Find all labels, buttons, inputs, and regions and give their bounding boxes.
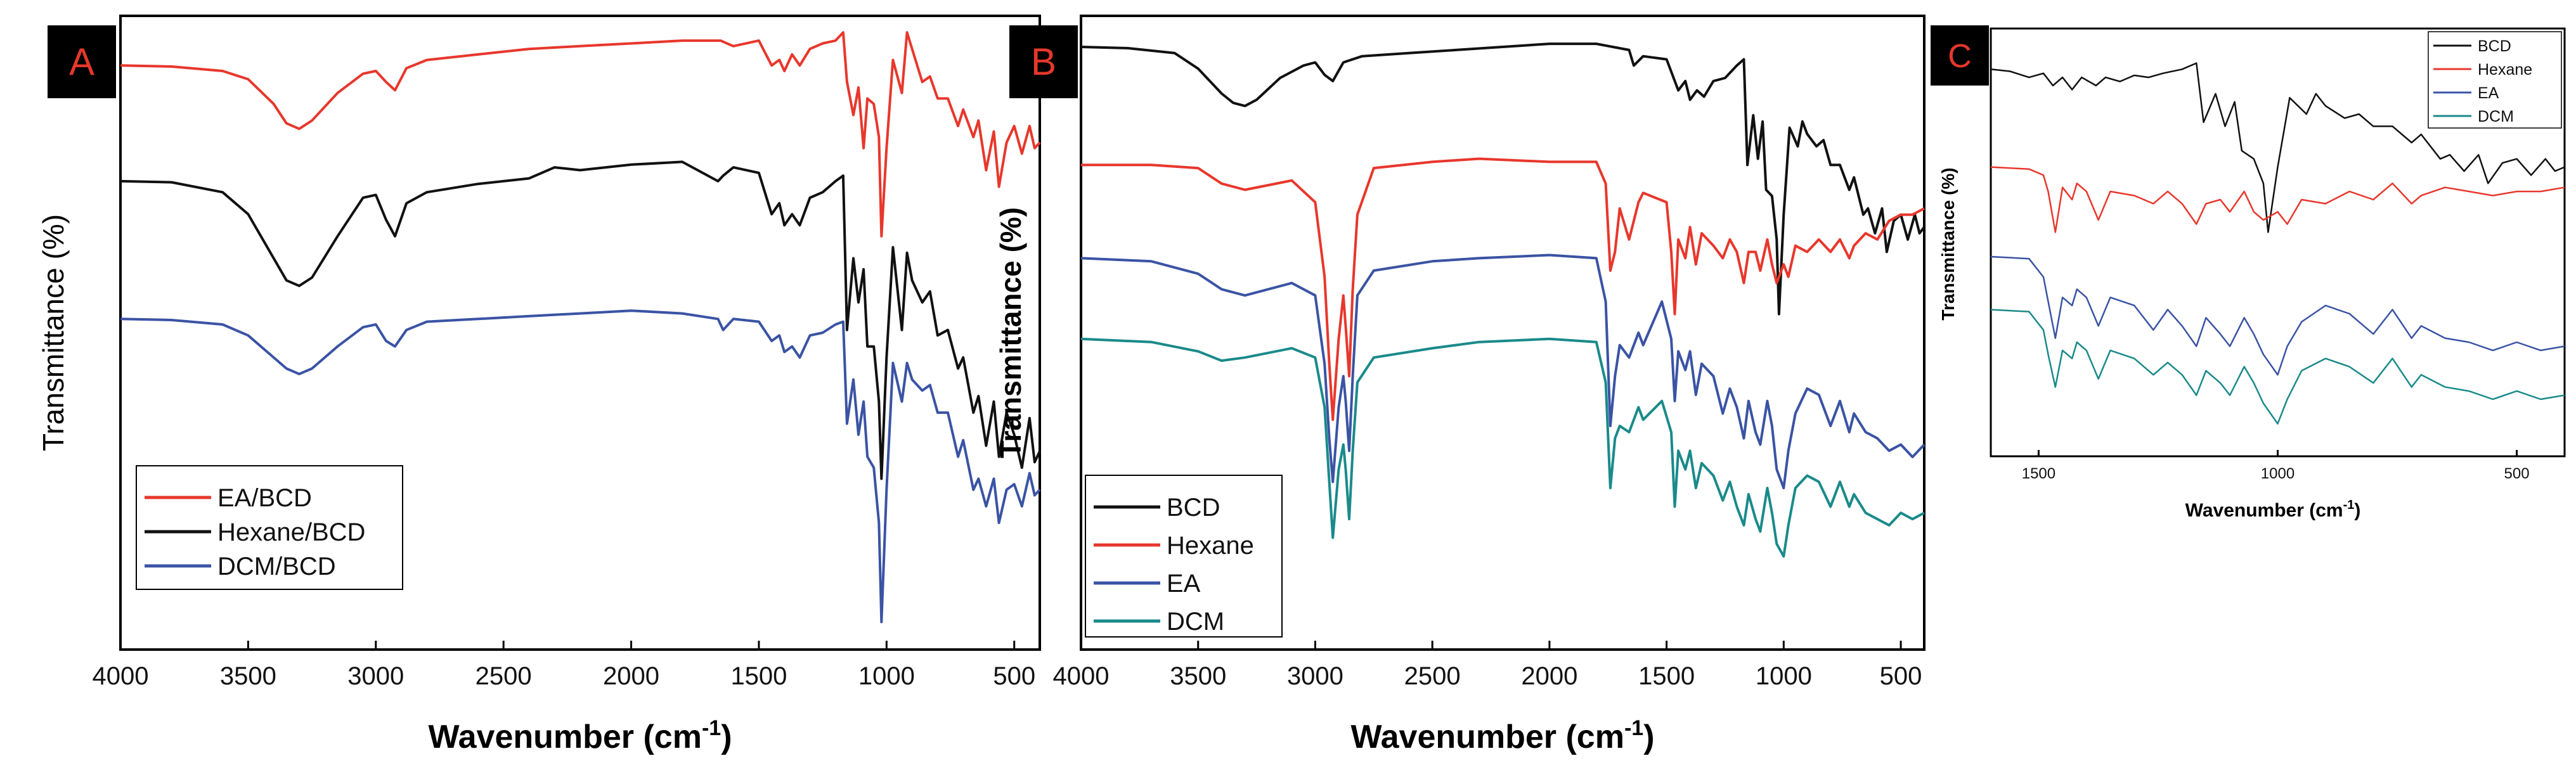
panel-c-series-hexane: [1990, 166, 2565, 233]
panel-c-series: [1990, 62, 2565, 425]
panel-c-legend-entries: BCD Hexane EA DCM: [2433, 37, 2532, 125]
panel-b-legend-label-hexane: Hexane: [1167, 532, 1254, 560]
panel-b-x-tick-label-4000: 4000: [1053, 662, 1110, 690]
panel-b-x-tick-label-2500: 2500: [1404, 662, 1461, 690]
panel-c-legend-label-ea: EA: [2478, 84, 2499, 102]
panel-a-y-axis-label: Transmittance (%): [37, 214, 70, 451]
panel-b-legend-label-ea: EA: [1167, 570, 1201, 598]
panel-a-series-ea-bcd: [120, 31, 1041, 238]
panel-a: A 4000 3500 3000 2500 2000 1500 1000 500 Wavenu…: [37, 15, 1041, 755]
panel-a-series: [120, 31, 1041, 624]
panel-b: B 4000 3500 3000 2500 2000 1500 1000 500 Wavenu…: [994, 15, 1926, 755]
panel-b-x-ticks: 4000 3500 3000 2500 2000 1500 1000 500: [1053, 641, 1922, 690]
panel-c-series-dcm: [1990, 309, 2565, 425]
panel-b-legend: BCD Hexane EA DCM: [1085, 475, 1283, 638]
panel-b-x-tick-label-1000: 1000: [1756, 662, 1812, 690]
panel-b-x-tick-label-3000: 3000: [1287, 662, 1343, 690]
panel-c-legend: BCD Hexane EA DCM: [2428, 31, 2562, 129]
panel-c-label-box: [1931, 25, 1989, 86]
panel-b-legend-entries: BCD Hexane EA DCM: [1094, 494, 1254, 636]
panel-c-legend-label-bcd: BCD: [2478, 37, 2511, 55]
panel-a-x-tick-label-3000: 3000: [347, 662, 404, 690]
panel-b-series: [1080, 42, 1926, 558]
panel-c-y-axis-label: Transmittance (%): [1938, 167, 1958, 320]
panel-c-label: C: [1948, 38, 1972, 75]
panel-a-legend-entries: EA/BCD Hexane/BCD DCM/BCD: [145, 484, 365, 580]
panel-a-frame: [119, 15, 1041, 651]
panel-b-series-hexane: [1081, 157, 1925, 421]
panel-c-x-tick-label-1000: 1000: [2261, 465, 2294, 482]
panel-b-x-tick-label-3500: 3500: [1170, 662, 1226, 690]
panel-c-legend-box: [2428, 31, 2562, 129]
panel-a-label-box: [48, 25, 116, 98]
panel-b-frame: [1080, 15, 1926, 651]
panel-c-legend-label-hexane: Hexane: [2478, 61, 2532, 79]
panel-b-series-dcm: [1080, 337, 1925, 558]
panel-b-y-axis-label: Transmittance (%): [994, 207, 1027, 458]
panel-c-x-ticks: 1500 1000 500: [2022, 450, 2530, 482]
panel-b-legend-box: [1085, 475, 1283, 638]
panel-a-x-tick-label-2000: 2000: [603, 662, 659, 690]
panel-b-series-ea: [1080, 253, 1926, 490]
panel-a-legend-label-ea-bcd: EA/BCD: [217, 484, 312, 512]
panel-a-x-tick-label-4000: 4000: [93, 662, 149, 690]
panel-a-legend: EA/BCD Hexane/BCD DCM/BCD: [136, 465, 403, 590]
panel-b-legend-label-dcm: DCM: [1167, 608, 1224, 636]
panel-a-x-tick-label-500: 500: [993, 662, 1035, 690]
panel-a-x-ticks: 4000 3500 3000 2500 2000 1500 1000 500: [93, 641, 1035, 690]
panel-a-legend-label-hexane-bcd: Hexane/BCD: [217, 518, 365, 546]
panel-c: C 1500 1000 500 Wavenumber (cm-1) Transmit…: [1931, 25, 2566, 521]
panel-c-series-bcd: [1990, 62, 2565, 233]
panel-c-series-ea: [1990, 255, 2565, 376]
panel-b-series-bcd: [1080, 42, 1926, 316]
panel-b-legend-label-bcd: BCD: [1167, 494, 1220, 522]
panel-a-label: A: [69, 41, 94, 83]
panel-c-legend-label-dcm: DCM: [2478, 108, 2514, 125]
panel-a-x-axis-label: Wavenumber (cm-1): [428, 716, 732, 755]
panel-a-series-dcm-bcd: [120, 309, 1041, 624]
panel-a-legend-label-dcm-bcd: DCM/BCD: [217, 553, 336, 580]
panel-c-x-tick-label-500: 500: [2504, 465, 2530, 482]
panel-b-label: B: [1031, 41, 1056, 83]
panel-a-legend-box: [136, 465, 403, 590]
panel-b-x-tick-label-2000: 2000: [1521, 662, 1577, 690]
panel-b-x-tick-label-500: 500: [1880, 662, 1922, 690]
panel-b-label-box: [1009, 25, 1078, 98]
panel-a-x-tick-label-2500: 2500: [476, 662, 532, 690]
panel-b-x-axis-label: Wavenumber (cm-1): [1350, 716, 1654, 755]
panel-c-x-tick-label-1500: 1500: [2022, 465, 2055, 482]
panel-c-x-axis-label: Wavenumber (cm-1): [2185, 498, 2361, 521]
panel-a-x-tick-label-1000: 1000: [858, 662, 915, 690]
panel-a-series-hexane-bcd: [120, 160, 1041, 480]
panel-a-x-tick-label-1500: 1500: [730, 662, 787, 690]
panel-b-x-tick-label-1500: 1500: [1638, 662, 1695, 690]
panel-a-x-tick-label-3500: 3500: [220, 662, 276, 690]
